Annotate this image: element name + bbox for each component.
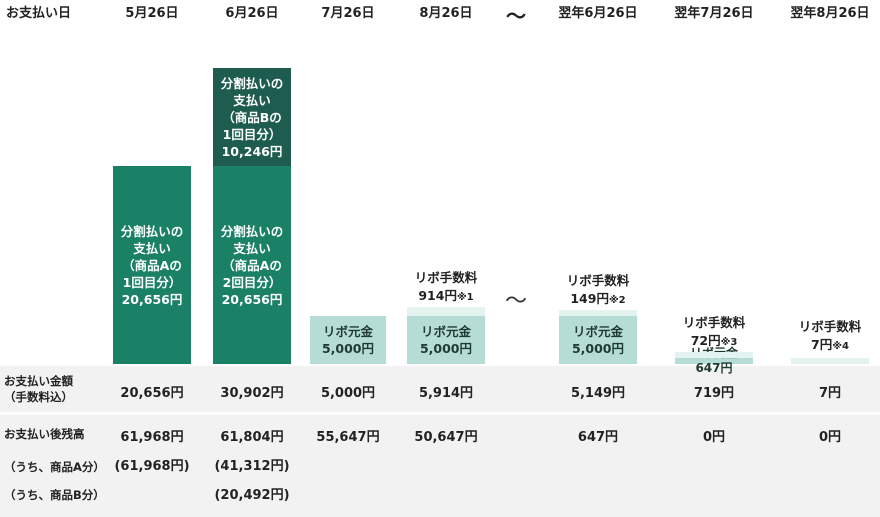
revo-fee-value: 149円※2 [570,291,626,307]
balance-after-payment-cell: 0円 [702,430,726,445]
balance-after-payment-cell: 50,647円 [414,430,478,445]
bar-label: 分割払いの 支払い （商品Aの 1回目分） 20,656円 [120,223,184,307]
revo-fee-title: リボ手数料 [682,314,746,330]
balance-row-band [0,415,880,517]
bar-label: リボ元金 5,000円 [571,324,625,357]
balance-a-cell: (41,312円) [214,459,290,474]
bar-installment-a: 分割払いの 支払い （商品Aの 2回目分） 20,656円 [213,166,291,364]
column-header: 7月26日 [321,6,375,21]
bar-revo-principal: リボ元金 5,000円 [310,316,386,364]
footnote-mark: ※3 [720,336,738,348]
column-header: 翌年6月26日 [558,6,638,21]
bar-label: リボ元金 5,000円 [419,324,473,357]
ellipsis-tilde: 〜 [505,289,528,314]
bar-installment-a: 分割払いの 支払い （商品Aの 1回目分） 20,656円 [113,166,191,364]
column-header-tilde: 〜 [506,4,526,28]
balance-after-payment-cell: 647円 [577,430,619,445]
b-balance-row-label: （うち、商品B分） [4,488,105,502]
bar-revo-fee [791,358,869,364]
bar-revo-fee [559,310,637,317]
header-label: お支払い日 [6,6,72,21]
payment-amount-cell: 5,000円 [320,386,376,401]
bar-revo-fee [407,307,485,317]
payment-amount-cell: 5,149円 [570,386,626,401]
column-header: 5月26日 [125,6,179,21]
payment-amount-cell: 7円 [818,386,842,401]
balance-after-payment-cell: 55,647円 [316,430,380,445]
balance-after-payment-cell: 0円 [818,430,842,445]
bar-installment-b: 分割払いの 支払い （商品Bの 1回目分） 10,246円 [213,67,291,167]
revo-fee-label: リボ手数料 72円※3 [659,314,769,352]
revo-fee-value: 7円※4 [811,337,849,352]
bar-revo-principal: リボ元金 5,000円 [407,316,485,364]
column-header: 翌年8月26日 [790,6,870,21]
column-header: 6月26日 [225,6,279,21]
revo-fee-value: 914円※1 [418,288,474,304]
column-header: 翌年7月26日 [674,6,754,21]
payment-amount-cell: 5,914円 [418,386,474,401]
payment-row-label: お支払い金額 （手数料込） [4,374,73,404]
revo-fee-title: リボ手数料 [798,319,862,334]
revo-fee-title: リボ手数料 [414,270,478,286]
bar-revo-principal: リボ元金 647円 [675,346,753,375]
footnote-mark: ※2 [608,295,626,307]
balance-b-cell: (20,492円) [214,488,290,503]
revo-fee-title: リボ手数料 [566,273,630,289]
bar-label: 分割払いの 支払い （商品Bの 1回目分） 10,246円 [220,75,284,159]
revo-fee-label: リボ手数料 914円※1 [391,269,501,307]
column-header: 8月26日 [419,6,473,21]
revo-fee-label: リボ手数料 149円※2 [543,272,653,310]
bar-revo-principal: リボ元金 5,000円 [559,316,637,364]
payment-amount-cell: 20,656円 [120,386,184,401]
balance-after-payment-cell: 61,968円 [120,430,184,445]
footnote-mark: ※4 [832,341,849,352]
bar-label: 分割払いの 支払い （商品Aの 2回目分） 20,656円 [220,223,284,307]
bar-label: リボ元金 5,000円 [321,324,375,357]
payment-amount-cell: 30,902円 [220,386,284,401]
revo-fee-value: 72円※3 [690,332,738,348]
footnote-mark: ※1 [456,292,474,304]
revo-fee-label: リボ手数料 7円※4 [775,318,880,356]
payment-amount-cell: 719円 [693,386,735,401]
bar-revo-fee [675,351,753,358]
balance-after-payment-cell: 61,804円 [220,430,284,445]
payment-row-band [0,366,880,412]
balance-row-label: お支払い後残高 [4,427,85,441]
balance-a-cell: (61,968円) [114,459,190,474]
a-balance-row-label: （うち、商品A分） [4,460,105,474]
